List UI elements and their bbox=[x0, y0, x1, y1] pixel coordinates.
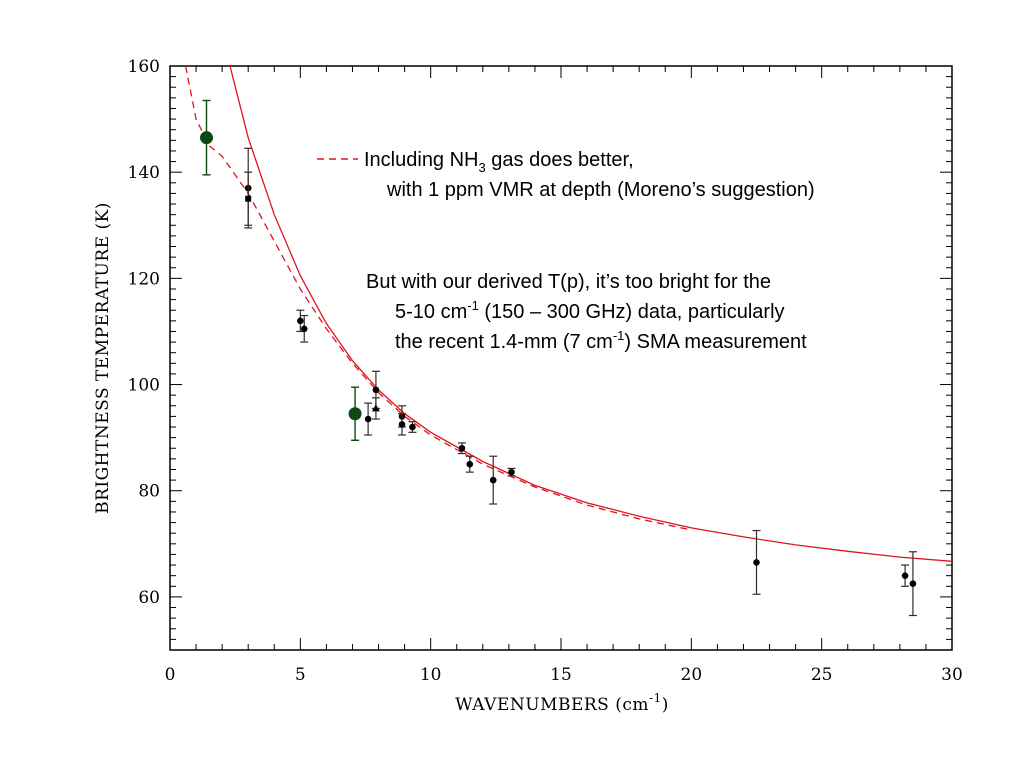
x-tick-label: 20 bbox=[681, 665, 703, 685]
y-axis-title: BRIGHTNESS TEMPERATURE (K) bbox=[93, 202, 113, 514]
data-point bbox=[466, 460, 474, 468]
highlight-data-point bbox=[348, 407, 362, 421]
data-point bbox=[300, 325, 308, 333]
data-point bbox=[909, 580, 917, 587]
data-point-triangle bbox=[371, 404, 380, 412]
x-tick-label: 5 bbox=[295, 665, 306, 685]
data-point bbox=[901, 572, 909, 579]
model-curve-solid bbox=[229, 65, 953, 562]
data-point bbox=[753, 559, 760, 566]
x-tick-label: 0 bbox=[165, 665, 176, 685]
x-axis-title: WAVENUMBERS (cm-1) bbox=[455, 691, 669, 715]
model-curve-dashed bbox=[184, 65, 692, 531]
data-point bbox=[458, 444, 466, 452]
y-tick-label: 160 bbox=[128, 57, 160, 77]
y-tick-label: 140 bbox=[128, 163, 160, 183]
legend-line-1: Including NH3 gas does better, bbox=[364, 149, 634, 175]
data-point-square bbox=[245, 195, 252, 202]
data-point bbox=[398, 421, 406, 428]
y-tick-label: 120 bbox=[128, 269, 160, 289]
legend-line-2: with 1 ppm VMR at depth (Moreno’s sugges… bbox=[386, 179, 815, 201]
y-tick-label: 60 bbox=[138, 588, 160, 608]
legend: Including NH3 gas does better, with 1 pp… bbox=[317, 149, 815, 201]
data-point bbox=[489, 476, 497, 484]
data-point bbox=[409, 423, 416, 431]
note-line-1: But with our derived T(p), it’s too brig… bbox=[366, 271, 771, 293]
data-point bbox=[364, 415, 372, 423]
highlight-data-point bbox=[199, 131, 213, 145]
data-point bbox=[297, 317, 304, 325]
note-line-2: 5-10 cm-1 (150 – 300 GHz) data, particul… bbox=[395, 298, 785, 323]
series-layer bbox=[184, 65, 953, 617]
y-tick-label: 80 bbox=[138, 482, 160, 502]
y-tick-label: 100 bbox=[128, 376, 160, 396]
note-line-3: the recent 1.4-mm (7 cm-1) SMA measureme… bbox=[395, 328, 807, 353]
data-point bbox=[508, 468, 515, 476]
x-tick-label: 15 bbox=[550, 665, 572, 685]
data-point bbox=[372, 386, 380, 394]
x-axis-ticks: 0 5 10 15 20 25 30 bbox=[165, 66, 963, 685]
x-tick-label: 10 bbox=[420, 665, 442, 685]
annotation-note: But with our derived T(p), it’s too brig… bbox=[366, 271, 807, 353]
x-tick-label: 30 bbox=[941, 665, 963, 685]
x-tick-label: 25 bbox=[811, 665, 833, 685]
y-axis-ticks: 60 80 100 120 140 160 bbox=[128, 57, 952, 640]
